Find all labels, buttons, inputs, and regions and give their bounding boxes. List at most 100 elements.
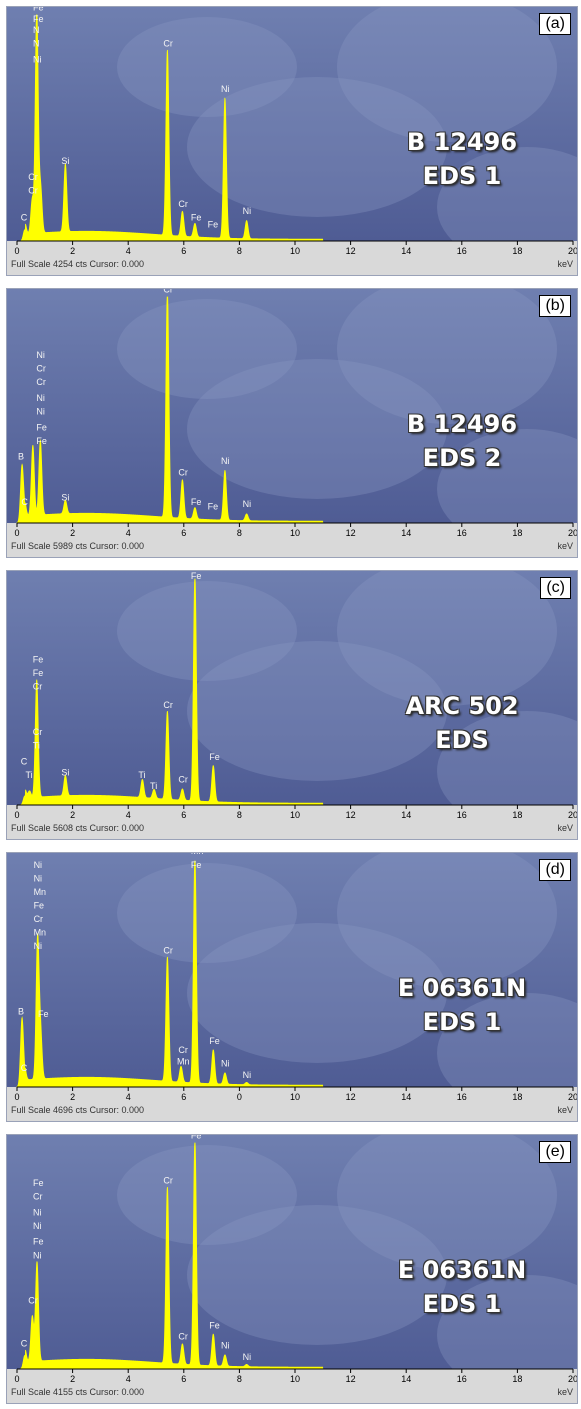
element-label: Ni bbox=[36, 350, 45, 360]
element-label: Cr bbox=[163, 946, 173, 956]
element-label: Fe bbox=[208, 501, 219, 511]
background-blob bbox=[337, 571, 557, 706]
element-label: C bbox=[21, 1338, 28, 1348]
full-scale-readout: Full Scale 5608 cts Cursor: 0.000 bbox=[11, 823, 144, 833]
sample-spot: EDS 1 bbox=[422, 162, 502, 190]
element-label: Mn bbox=[177, 1056, 190, 1066]
element-label: Fe bbox=[191, 213, 202, 223]
background-image bbox=[7, 1135, 577, 1369]
element-label: Ni bbox=[221, 456, 230, 466]
x-tick-label: 2 bbox=[70, 528, 75, 538]
spectrum-panel: Ni Cr Cr Ni Ni Fe Fe B C Si Cr Cr Fe Fe Ni Ni 0 2 4 6 8 10 12 1… bbox=[6, 288, 578, 558]
element-label: Cr bbox=[178, 199, 188, 209]
element-label: Ni bbox=[34, 873, 43, 883]
background-image bbox=[7, 853, 577, 1087]
x-tick-label: 10 bbox=[290, 246, 300, 256]
x-axis-bar bbox=[7, 523, 577, 557]
full-scale-readout: Full Scale 4696 cts Cursor: 0.000 bbox=[11, 1105, 144, 1115]
element-label: Ni bbox=[243, 1070, 252, 1080]
background-blob bbox=[117, 581, 297, 681]
x-tick-label: 0 bbox=[14, 810, 19, 820]
background-blob bbox=[187, 77, 447, 217]
element-label: Cr bbox=[163, 39, 173, 49]
x-tick-label: 16 bbox=[457, 246, 467, 256]
x-tick-label: 18 bbox=[512, 528, 522, 538]
element-label: Mn bbox=[34, 887, 47, 897]
background-blob bbox=[437, 147, 577, 267]
spectrum-svg: Fe Fe Cr Cr Ti C Ti Si Ti Ti Cr Cr Fe Fe 0 2 4 6 8 10 12 14 16… bbox=[7, 571, 577, 839]
x-tick-label: 16 bbox=[457, 810, 467, 820]
x-tick-label: 18 bbox=[512, 1092, 522, 1102]
element-label: Fe bbox=[209, 1320, 220, 1330]
x-tick-label: 18 bbox=[512, 246, 522, 256]
element-label: Fe bbox=[191, 571, 202, 581]
x-axis-bar bbox=[7, 1369, 577, 1403]
element-label: Ni bbox=[243, 206, 252, 216]
element-label: Fe bbox=[36, 436, 47, 446]
background-blob bbox=[437, 1275, 577, 1395]
element-label: Ti bbox=[138, 770, 145, 780]
element-label: Si bbox=[61, 156, 69, 166]
element-label: Fe bbox=[33, 655, 44, 665]
x-tick-label: 10 bbox=[290, 810, 300, 820]
sample-name: E 06361N EDS 1 bbox=[367, 971, 557, 1039]
x-axis-bar bbox=[7, 241, 577, 275]
sample-id: E 06361N bbox=[397, 1256, 527, 1284]
x-tick-label: 6 bbox=[181, 810, 186, 820]
spectrum-area bbox=[17, 14, 337, 242]
panel-label: (b) bbox=[539, 295, 571, 317]
x-tick-label: 8 bbox=[237, 528, 242, 538]
x-tick-label: 12 bbox=[346, 246, 356, 256]
element-label: Si bbox=[61, 768, 69, 778]
element-label: Fe bbox=[191, 497, 202, 507]
sample-id: E 06361N bbox=[397, 974, 527, 1002]
element-label: Fe bbox=[34, 900, 45, 910]
sample-name: ARC 502 EDS bbox=[367, 689, 557, 757]
x-tick-label: 12 bbox=[346, 528, 356, 538]
element-label: Mn bbox=[191, 853, 204, 856]
x-unit-label: keV bbox=[557, 823, 573, 833]
element-label: Ni bbox=[36, 407, 45, 417]
spectrum-panel: Fe Fe N N Ni Cr Cr C Si Cr Ni Cr Fe Fe Ni 0 2 4 6 8 10 12 14 16… bbox=[6, 6, 578, 276]
x-tick-label: 2 bbox=[70, 810, 75, 820]
x-tick-label: 6 bbox=[181, 246, 186, 256]
element-label: Cr bbox=[178, 468, 188, 478]
spectrum-panel: NiNiMnFeCrMnNiBFeCCrCrMnMnFeFeNiNi024601… bbox=[6, 852, 578, 1122]
element-label: Cr bbox=[36, 364, 46, 374]
spectrum-area bbox=[17, 578, 337, 806]
x-tick-label: 20 bbox=[568, 810, 577, 820]
element-label: Cr bbox=[28, 1295, 38, 1305]
element-label: Cr bbox=[178, 774, 188, 784]
x-tick-label: 0 bbox=[237, 1092, 242, 1102]
panel-label: (d) bbox=[539, 859, 571, 881]
background-image bbox=[7, 7, 577, 241]
background-blob bbox=[117, 1145, 297, 1245]
x-tick-label: 20 bbox=[568, 528, 577, 538]
x-tick-label: 16 bbox=[457, 528, 467, 538]
background-blob bbox=[437, 711, 577, 831]
element-label: Ni bbox=[33, 54, 42, 64]
x-axis-bar bbox=[7, 1087, 577, 1121]
x-tick-label: 10 bbox=[290, 1374, 300, 1384]
x-tick-label: 0 bbox=[14, 1374, 19, 1384]
element-label: B bbox=[18, 1007, 24, 1017]
element-label: Cr bbox=[178, 1332, 188, 1342]
x-tick-label: 20 bbox=[568, 246, 577, 256]
element-label: Ni bbox=[221, 1059, 230, 1069]
element-label: Ti bbox=[26, 770, 33, 780]
x-tick-label: 12 bbox=[346, 1092, 356, 1102]
element-label: Fe bbox=[33, 668, 44, 678]
element-label: Ni bbox=[221, 84, 230, 94]
element-label: Cr bbox=[178, 1045, 188, 1055]
x-tick-label: 4 bbox=[126, 528, 131, 538]
element-label: Fe bbox=[36, 422, 47, 432]
spectrum-area bbox=[17, 1142, 337, 1370]
x-unit-label: keV bbox=[557, 259, 573, 269]
background-blob bbox=[337, 853, 557, 988]
element-label: Ni bbox=[36, 393, 45, 403]
element-label: B bbox=[18, 452, 24, 462]
sample-name: B 12496 EDS 2 bbox=[367, 407, 557, 475]
element-label: Cr bbox=[163, 700, 173, 710]
x-tick-label: 6 bbox=[181, 528, 186, 538]
